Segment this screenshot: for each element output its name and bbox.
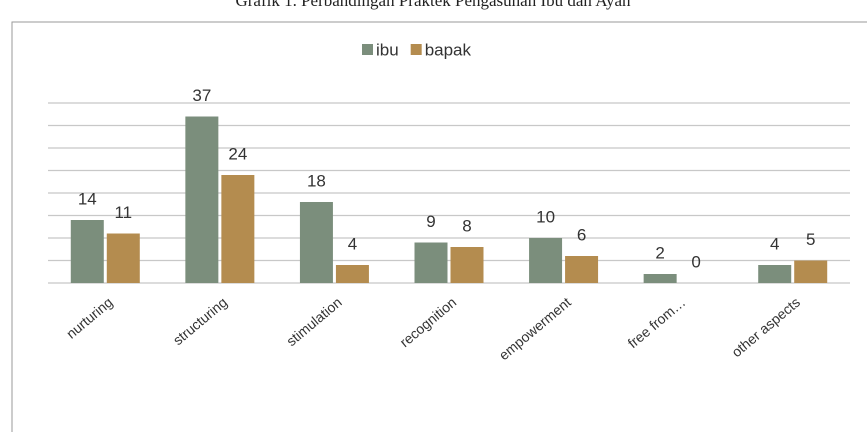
x-tick-label: other aspects: [728, 294, 803, 360]
chart-frame: [11, 21, 867, 432]
bar: [185, 116, 219, 283]
data-label: 6: [577, 225, 586, 244]
data-label: 0: [691, 252, 700, 271]
x-tick-label: stimulation: [283, 294, 345, 349]
data-label: 2: [655, 243, 664, 262]
bar: [299, 202, 333, 283]
x-tick-label: recognition: [397, 294, 460, 350]
data-label: 10: [536, 207, 555, 226]
bar: [529, 238, 563, 283]
bar: [794, 260, 828, 283]
data-label: 9: [426, 212, 435, 231]
bar: [643, 274, 677, 283]
data-label: 14: [78, 189, 97, 208]
bar: [70, 220, 104, 283]
data-label: 5: [806, 230, 815, 249]
data-label: 24: [228, 144, 247, 163]
bar: [414, 242, 448, 283]
bar: [221, 175, 255, 283]
x-tick-label: structuring: [170, 294, 230, 348]
legend-label: ibu: [376, 40, 399, 59]
x-tick-label: empowerment: [496, 294, 574, 363]
legend-swatch: [410, 44, 422, 55]
data-label: 18: [307, 171, 326, 190]
chart-title: Grafik 1. Perbandingan Praktek Pengasuha…: [235, 0, 631, 10]
x-tick-label: free from…: [625, 294, 689, 351]
x-tick-label: nurturing: [63, 294, 116, 342]
data-label: 4: [348, 234, 357, 253]
bar: [450, 247, 484, 283]
bar: [335, 265, 369, 283]
bar: [106, 233, 140, 283]
data-label: 4: [770, 234, 779, 253]
legend-swatch: [362, 44, 373, 55]
bar: [758, 265, 792, 283]
bar: [565, 256, 599, 283]
data-label: 37: [192, 86, 211, 105]
legend-label: bapak: [425, 40, 472, 59]
data-label: 11: [114, 203, 132, 222]
data-label: 8: [462, 216, 471, 235]
